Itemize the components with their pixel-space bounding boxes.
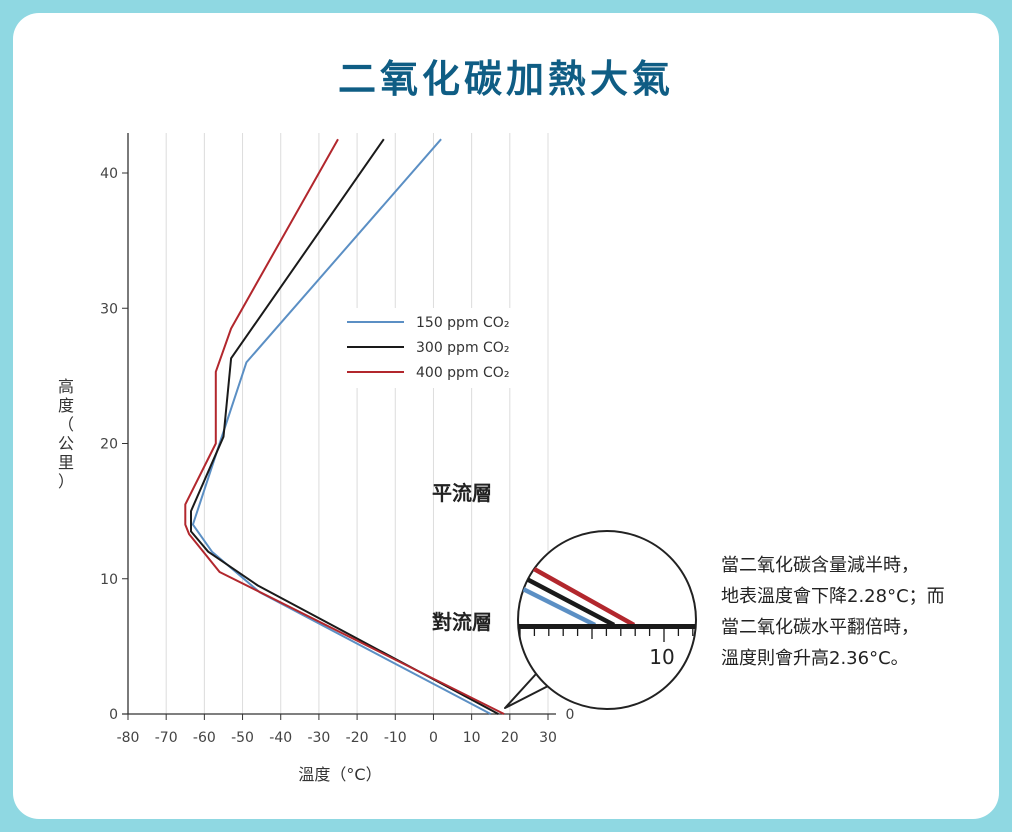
x-tick-label: -80 bbox=[117, 730, 140, 746]
x-tick-label: 10 bbox=[463, 730, 481, 746]
note-line: 地表溫度會下降2.28°C；而 bbox=[721, 586, 945, 607]
figure-card bbox=[13, 13, 999, 819]
troposphere-label: 對流層 bbox=[432, 610, 492, 634]
note-line: 當二氧化碳水平翻倍時， bbox=[721, 617, 919, 638]
x-tick-label: -60 bbox=[193, 730, 216, 746]
inset-series-line bbox=[525, 563, 636, 627]
x-tick-label: -20 bbox=[346, 730, 369, 746]
inset-series-line bbox=[519, 574, 616, 627]
inset-series-line bbox=[518, 584, 597, 628]
chart-grid bbox=[165, 133, 549, 714]
page-title: 二氧化碳加熱大氣 bbox=[337, 57, 674, 101]
inset-axis-bar bbox=[518, 624, 696, 629]
y-axis-label-char: 公 bbox=[58, 434, 74, 453]
y-tick-label: 10 bbox=[100, 572, 118, 588]
stratosphere-label: 平流層 bbox=[432, 481, 492, 505]
x-tick-label: 0 bbox=[429, 730, 438, 746]
x-tick-label: 20 bbox=[501, 730, 519, 746]
annotation-note: 當二氧化碳含量減半時， 地表溫度會下降2.28°C；而 當二氧化碳水平翻倍時， … bbox=[721, 550, 981, 674]
chart-legend: 150 ppm CO₂ 300 ppm CO₂ 400 ppm CO₂ bbox=[340, 308, 530, 388]
y-tick-label: 0 bbox=[109, 707, 118, 723]
inset-content: 10 20 bbox=[518, 563, 696, 669]
inset-tick-label: 10 bbox=[649, 645, 674, 669]
zoom-inset: 10 20 bbox=[504, 530, 697, 710]
x-tick-label: -40 bbox=[269, 730, 292, 746]
x-tick-label: -30 bbox=[307, 730, 330, 746]
legend-label: 400 ppm CO₂ bbox=[416, 365, 509, 381]
y-axis-label: 高度（公里） bbox=[58, 377, 74, 491]
legend-label: 300 ppm CO₂ bbox=[416, 340, 509, 356]
series-line bbox=[184, 138, 505, 715]
chart-axes: -80 -70 -60 -50 -40 -30 -20 -10 0 10 20 30 0 10 20 30 40… bbox=[100, 133, 574, 746]
x-axis-end-label: 0 bbox=[566, 707, 575, 723]
y-tick-label: 30 bbox=[100, 301, 118, 317]
y-axis-label-char: 度 bbox=[58, 396, 74, 415]
note-line: 當二氧化碳含量減半時， bbox=[721, 555, 919, 576]
x-tick-label: 30 bbox=[539, 730, 557, 746]
x-tick-label: -10 bbox=[384, 730, 407, 746]
y-tick-label: 20 bbox=[100, 437, 118, 453]
y-axis-label-char: 高 bbox=[58, 377, 74, 396]
chart-series bbox=[184, 138, 505, 715]
note-line: 溫度則會升高2.36°C。 bbox=[721, 648, 909, 669]
y-axis-label-char: 里 bbox=[58, 453, 74, 472]
x-tick-label: -70 bbox=[155, 730, 178, 746]
x-axis-label: 溫度（°C） bbox=[298, 765, 381, 784]
x-tick-label: -50 bbox=[231, 730, 254, 746]
y-axis-label-char: ） bbox=[58, 472, 74, 491]
series-line bbox=[190, 138, 499, 715]
y-tick-label: 40 bbox=[100, 166, 118, 182]
y-axis-label-char: （ bbox=[58, 415, 74, 434]
legend-label: 150 ppm CO₂ bbox=[416, 315, 509, 331]
